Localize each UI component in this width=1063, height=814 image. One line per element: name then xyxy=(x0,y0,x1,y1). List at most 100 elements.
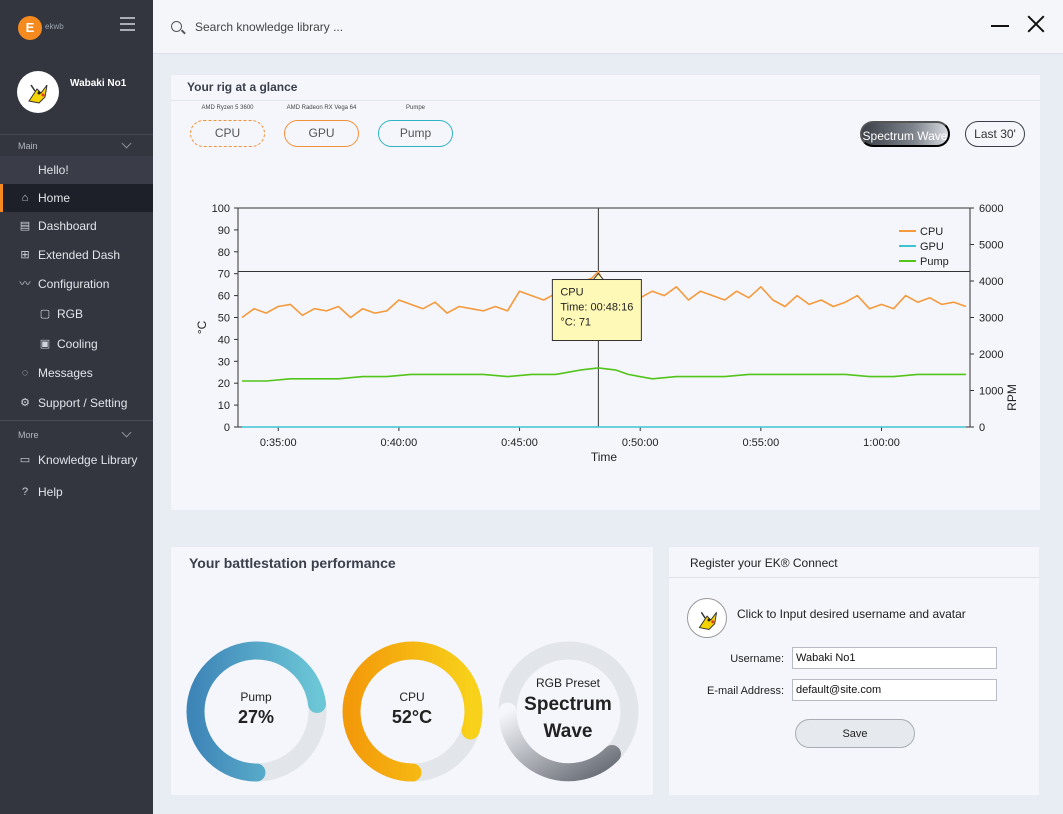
cooling-icon: ▣ xyxy=(39,338,51,350)
home-icon: ⌂ xyxy=(21,192,29,204)
x-tick-label: 0:35:00 xyxy=(260,437,297,449)
pump-gauge-arc xyxy=(186,641,327,782)
pikachu-avatar-icon xyxy=(28,84,48,104)
x-tick-label: 0:55:00 xyxy=(743,437,780,449)
email-field[interactable] xyxy=(792,679,997,701)
minimize-button[interactable] xyxy=(991,25,1009,27)
close-button[interactable] xyxy=(1026,14,1046,34)
username-label: Username: xyxy=(730,653,784,665)
section-label-main: Main xyxy=(18,141,38,151)
spectrum-wave-button[interactable]: Spectrum Wave xyxy=(860,121,950,147)
y-tick-label: 90 xyxy=(218,225,230,237)
y-tick-label: 40 xyxy=(218,334,230,346)
y-axis-label: °C xyxy=(195,320,209,334)
user-profile[interactable]: Wabaki No1 xyxy=(0,55,153,135)
x-axis-label: Time xyxy=(591,450,618,464)
sidebar-item-label: Support / Setting xyxy=(38,396,128,410)
tooltip-box xyxy=(551,279,642,342)
chevron-down-icon[interactable] xyxy=(121,427,132,438)
battlestation-performance-card: Your battlestation performance Pump 27% … xyxy=(171,547,653,795)
legend-label-pump: Pump xyxy=(920,256,949,268)
sidebar-item-support[interactable]: ⚙ Support / Setting xyxy=(0,389,153,417)
grid-icon: ⊞ xyxy=(20,249,30,261)
y-tick-label: 60 xyxy=(218,291,230,303)
perf-title: Your battlestation performance xyxy=(189,555,396,571)
sidebar-item-dashboard[interactable]: ▤ Dashboard xyxy=(0,212,153,240)
cpu-chip-caption: AMD Ryzen 5 3600 xyxy=(201,105,254,111)
rgb-gauge-value-line2: Wave xyxy=(543,721,593,742)
sidebar-item-label: Help xyxy=(38,485,63,499)
sidebar-item-label: Knowledge Library xyxy=(38,453,138,467)
sidebar-item-configuration[interactable]: 〰 Configuration xyxy=(0,270,153,298)
tooltip-value: °C: 71 xyxy=(560,317,591,329)
pump-gauge xyxy=(186,641,327,782)
sidebar-item-cooling[interactable]: ▣ Cooling xyxy=(0,330,153,358)
rgb-preset-gauge xyxy=(498,641,639,782)
sidebar-item-rgb[interactable]: ▢ RGB xyxy=(0,300,153,328)
sidebar-item-label: Configuration xyxy=(38,277,110,291)
y-tick-label: 30 xyxy=(218,356,230,368)
sidebar-item-knowledge-library[interactable]: ▭ Knowledge Library xyxy=(0,446,153,474)
cpu-gauge-label: CPU xyxy=(399,690,425,704)
y-right-tick-label: 1000 xyxy=(979,386,1003,398)
tooltip-time: Time: 00:48:16 xyxy=(560,302,633,314)
y-right-tick-label: 6000 xyxy=(979,203,1003,215)
last-30-button[interactable]: Last 30' xyxy=(965,121,1025,147)
sidebar-item-extended-dash[interactable]: ⊞ Extended Dash xyxy=(0,241,153,269)
cpu-gauge-arc xyxy=(342,641,483,782)
x-tick-label: 0:50:00 xyxy=(622,437,659,449)
sidebar-divider xyxy=(0,420,153,421)
search-icon[interactable] xyxy=(171,21,182,32)
sidebar-item-label: Messages xyxy=(38,366,93,380)
tooltip-series: CPU xyxy=(560,287,583,299)
pikachu-avatar-icon xyxy=(698,611,718,630)
rgb-gauge-label: RGB Preset xyxy=(535,676,601,690)
gpu-chip-button[interactable]: GPU xyxy=(284,120,359,147)
y-tick-label: 80 xyxy=(218,247,230,259)
pump-chip-button[interactable]: Pump xyxy=(378,120,453,147)
temperature-chart[interactable]: 0102030405060708090100010002000300040005… xyxy=(171,195,1040,475)
sidebar: E ekwb Wabaki No1 Main Hello! ⌂ Home ▤ D… xyxy=(0,0,153,814)
sidebar-item-label: Dashboard xyxy=(38,219,97,233)
y-tick-label: 100 xyxy=(212,203,230,215)
pump-chip-caption: Pumpe xyxy=(405,105,425,111)
cpu-gauge xyxy=(342,641,483,782)
chat-icon: ◌ xyxy=(21,367,29,379)
top-bar xyxy=(153,0,1063,54)
sidebar-header: E ekwb xyxy=(0,0,153,55)
folder-icon: ▭ xyxy=(19,454,31,466)
register-avatar[interactable] xyxy=(687,598,727,638)
y-tick-label: 10 xyxy=(218,400,230,412)
hamburger-menu-icon[interactable] xyxy=(120,17,135,31)
rig-at-a-glance-card: Your rig at a glance AMD Ryzen 5 3600 AM… xyxy=(171,75,1040,510)
y-tick-label: 70 xyxy=(218,269,230,281)
cpu-gauge-value: 52°C xyxy=(391,707,433,727)
y-tick-label: 20 xyxy=(218,378,230,390)
search-input[interactable] xyxy=(195,17,495,37)
legend-label-cpu: CPU xyxy=(920,226,943,238)
cpu-chip-button[interactable]: CPU xyxy=(190,120,265,147)
square-icon: ▢ xyxy=(39,308,51,320)
support-icon: ⚙ xyxy=(20,397,30,409)
chevron-down-icon[interactable] xyxy=(121,138,132,149)
avatar[interactable] xyxy=(17,71,59,113)
ek-logo-icon: E xyxy=(18,16,42,40)
profile-name: Wabaki No1 xyxy=(70,78,127,89)
sidebar-item-help[interactable]: ? Help xyxy=(0,478,153,506)
y-right-tick-label: 0 xyxy=(979,422,985,434)
gpu-chip-caption: AMD Radeon RX Vega 64 xyxy=(286,105,357,111)
sidebar-item-messages[interactable]: ◌ Messages xyxy=(0,359,153,387)
sidebar-item-label: RGB xyxy=(57,307,84,321)
dashboard-icon: ▤ xyxy=(19,220,31,232)
sidebar-item-label: Home xyxy=(38,191,71,205)
y-right-tick-label: 2000 xyxy=(979,349,1003,361)
sidebar-item-home[interactable]: ⌂ Home xyxy=(0,184,153,212)
sidebar-item-hello[interactable]: Hello! xyxy=(0,156,153,184)
save-button[interactable]: Save xyxy=(795,719,915,748)
pump-gauge-value: 27% xyxy=(237,707,275,727)
username-field[interactable] xyxy=(792,647,997,669)
sidebar-item-label: Extended Dash xyxy=(38,248,121,262)
y-right-axis-label: RPM xyxy=(1005,384,1019,411)
x-tick-label: 0:45:00 xyxy=(501,437,538,449)
rgb-gauge-value-line1: Spectrum xyxy=(524,694,612,715)
